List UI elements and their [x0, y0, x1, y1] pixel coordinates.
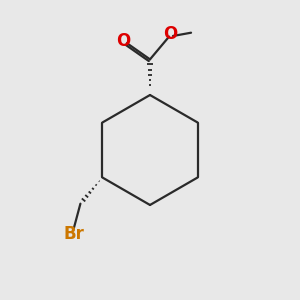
Text: O: O [116, 32, 130, 50]
Text: Br: Br [63, 225, 84, 243]
Text: O: O [164, 25, 178, 43]
